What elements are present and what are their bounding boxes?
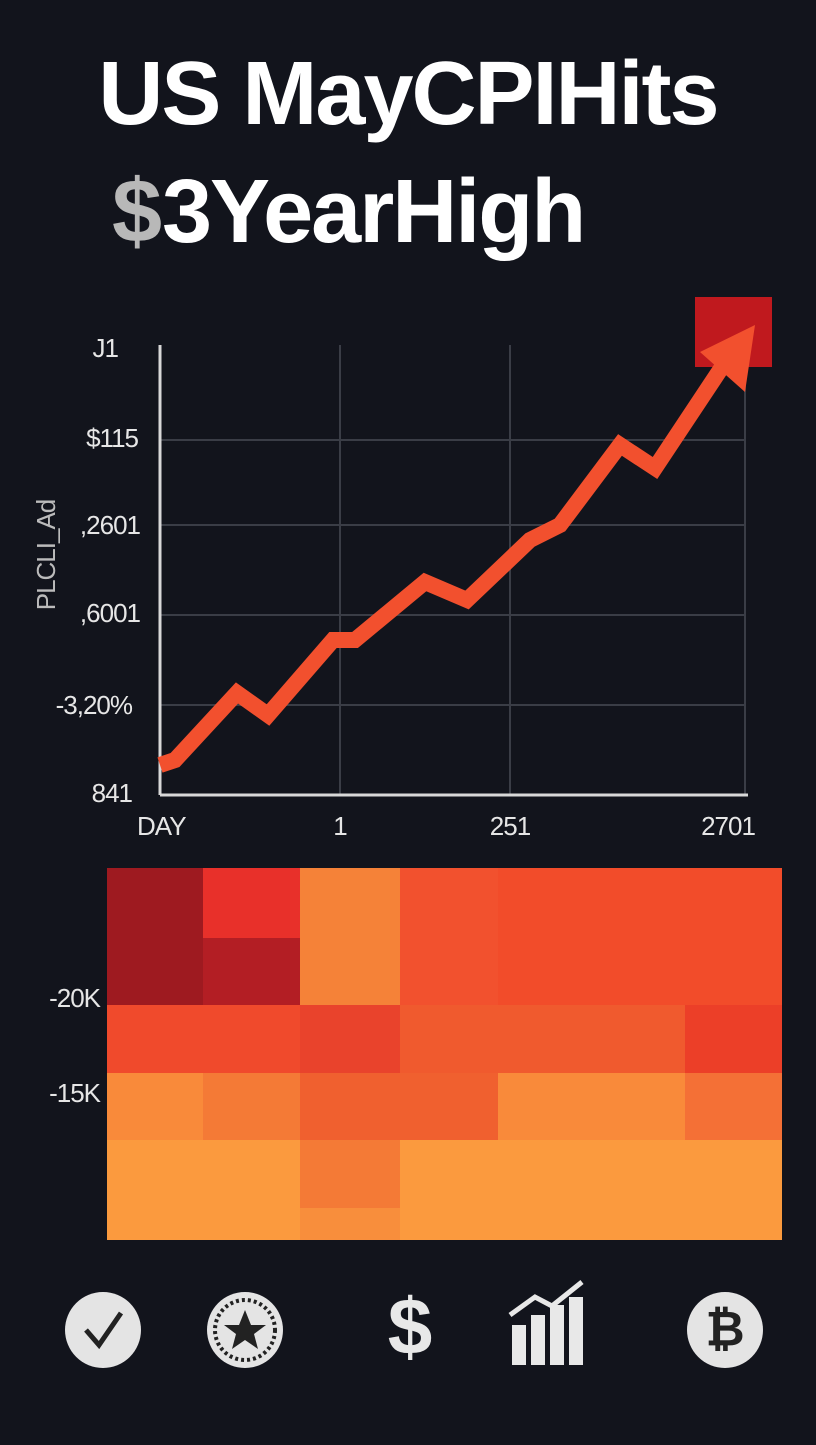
- heat-cell: [400, 938, 498, 1005]
- bar-icon-bar: [550, 1305, 564, 1365]
- x-label: DAY: [137, 811, 186, 841]
- x-label: 1: [333, 811, 347, 841]
- y-label: $115: [86, 423, 138, 453]
- heat-cell: [203, 938, 300, 1005]
- title-symbol: $: [112, 162, 161, 262]
- x-label: 2701: [701, 811, 755, 841]
- bar-icon-bar: [569, 1297, 583, 1365]
- heat-cell: [203, 1073, 300, 1140]
- bar-icon: [508, 1280, 584, 1365]
- heat-cell: [300, 1140, 400, 1208]
- heat-cell: [107, 1073, 203, 1140]
- y-label: -3,20%: [56, 690, 133, 720]
- heat-cell: [685, 1140, 782, 1208]
- check-mark: [84, 1311, 124, 1350]
- heat-cell: [203, 1005, 300, 1073]
- y-label: 841: [92, 778, 133, 808]
- heat-cell: [400, 1005, 498, 1073]
- title-line-2: 3YearHigh: [162, 162, 584, 262]
- heat-cell: [498, 1005, 590, 1073]
- heatmap-y-label: -15K: [49, 1078, 102, 1108]
- heat-cell: [400, 1208, 498, 1240]
- heat-cell: [498, 868, 590, 938]
- y-label: ,2601: [80, 510, 141, 540]
- heat-cell: [685, 938, 782, 1005]
- bar-icon-bar: [531, 1315, 545, 1365]
- bar-icon-bar: [512, 1325, 526, 1365]
- bitcoin-glyph: ₿: [705, 1304, 744, 1357]
- heat-cell: [590, 938, 685, 1005]
- seal-star: [224, 1310, 266, 1349]
- y-label: ,6001: [80, 598, 141, 628]
- heatmap-y-label: -20K: [49, 983, 102, 1013]
- heat-cell: [498, 1140, 590, 1208]
- y-axis-title: PLCLI_Ad: [31, 500, 61, 611]
- heat-cell: [498, 938, 590, 1005]
- heat-cell: [685, 868, 782, 938]
- trend-line: [157, 353, 735, 773]
- heat-cell: [203, 1208, 300, 1240]
- title-line-1: US MayCPIHits: [98, 44, 717, 144]
- bitcoin-icon: [687, 1292, 763, 1368]
- heat-cell: [300, 1005, 400, 1073]
- heat-cell: [590, 1073, 685, 1140]
- x-label: 251: [490, 811, 531, 841]
- heat-cell: [300, 1208, 400, 1240]
- heat-cell: [590, 1208, 685, 1240]
- heat-cell: [300, 868, 400, 938]
- heat-cell: [300, 1073, 400, 1140]
- dollar-icon: $: [388, 1282, 433, 1371]
- heat-cell: [203, 868, 300, 938]
- heatmap: [107, 868, 782, 1240]
- heat-cell: [685, 1073, 782, 1140]
- seal-ring: [213, 1298, 277, 1362]
- check-icon: [65, 1292, 141, 1368]
- heat-cell: [498, 1073, 590, 1140]
- arrow-head: [700, 325, 755, 392]
- y-label: J1: [93, 333, 119, 363]
- heat-cell: [203, 1140, 300, 1208]
- heat-cell: [107, 1005, 203, 1073]
- heat-cell: [590, 868, 685, 938]
- heat-cell: [107, 868, 203, 938]
- heat-cell: [107, 1140, 203, 1208]
- heat-cell: [590, 1005, 685, 1073]
- heat-cell: [300, 938, 400, 1005]
- heat-cell: [685, 1005, 782, 1073]
- heat-cell: [107, 938, 203, 1005]
- bar-icon-trend: [508, 1280, 584, 1318]
- heat-cell: [107, 1208, 203, 1240]
- heat-cell: [685, 1208, 782, 1240]
- line-panel: J1 $115 ,2601 ,6001 -3,20% 841 PLCLI_Ad …: [31, 297, 772, 841]
- heat-cell: [400, 1073, 498, 1140]
- heat-cell: [400, 868, 498, 938]
- heat-cell: [590, 1140, 685, 1208]
- icon-row: $ ₿: [65, 1280, 763, 1371]
- heat-cell: [400, 1140, 498, 1208]
- heat-cell: [498, 1208, 590, 1240]
